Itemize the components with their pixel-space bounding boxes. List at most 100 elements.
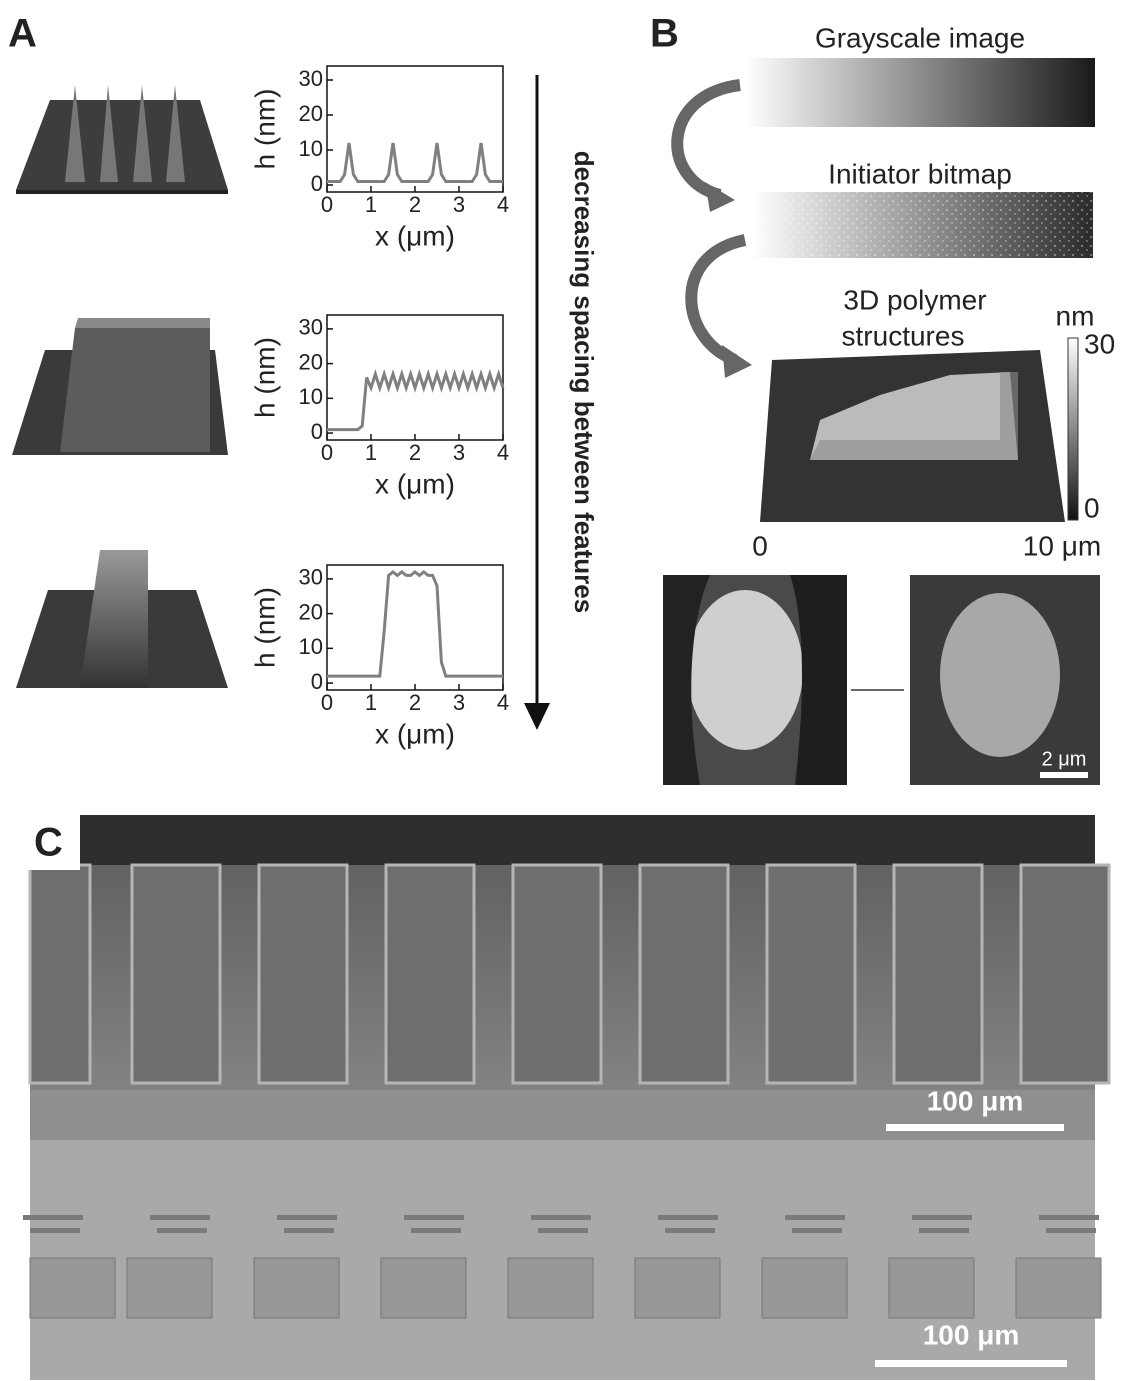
pillar — [132, 865, 220, 1083]
colorbar-unit: nm — [1056, 300, 1095, 331]
x-tick-label: 1 — [365, 690, 377, 715]
pattern — [508, 1258, 593, 1318]
pattern — [785, 1215, 845, 1220]
x-tick-label: 2 — [409, 690, 421, 715]
y-tick-label: 20 — [299, 349, 323, 374]
colorbar — [1068, 338, 1078, 520]
step-label: Initiator bitmap — [828, 158, 1012, 189]
pattern — [889, 1258, 974, 1318]
curved-arrow-head — [705, 182, 735, 212]
pattern — [411, 1228, 461, 1233]
polymer-render — [760, 350, 1065, 522]
panel-label: B — [650, 12, 679, 56]
step-label: Grayscale image — [815, 22, 1025, 53]
y-tick-label: 10 — [299, 634, 323, 659]
scale-bar-label: 100 μm — [927, 1085, 1024, 1116]
afm-render-3 — [16, 550, 228, 688]
y-tick-label: 20 — [299, 599, 323, 624]
structure-label: 3D polymer — [843, 284, 986, 315]
profile-line — [327, 572, 503, 676]
x-tick-label: 2 — [409, 192, 421, 217]
pattern — [1016, 1258, 1101, 1318]
x-tick-label: 3 — [453, 440, 465, 465]
curved-arrow-head — [722, 345, 752, 378]
axis-label: 0 — [752, 530, 768, 561]
plot-frame — [327, 565, 503, 690]
profile-line — [327, 143, 503, 182]
y-tick-label: 30 — [299, 565, 323, 590]
mona-lisa — [663, 575, 847, 785]
pillar — [640, 865, 728, 1083]
axis-label: 10 μm — [1023, 530, 1101, 561]
x-tick-label: 3 — [453, 690, 465, 715]
afm-render-2 — [12, 318, 228, 455]
y-tick-label: 10 — [299, 384, 323, 409]
grayscale-image — [745, 58, 1095, 127]
micrograph-edge — [30, 815, 1095, 865]
y-axis-title: h (nm) — [249, 587, 280, 668]
colorbar-label: 0 — [1084, 492, 1100, 523]
scale-bar — [875, 1360, 1067, 1367]
x-tick-label: 4 — [497, 192, 509, 217]
plot-frame — [327, 315, 503, 440]
pattern — [792, 1228, 842, 1233]
scale-bar-label: 100 μm — [923, 1319, 1020, 1350]
pattern — [919, 1228, 969, 1233]
y-tick-label: 0 — [311, 419, 323, 444]
pattern — [762, 1258, 847, 1318]
pattern — [157, 1228, 207, 1233]
x-axis-title: x (μm) — [375, 718, 455, 749]
y-tick-label: 0 — [311, 171, 323, 196]
x-tick-label: 1 — [365, 192, 377, 217]
panel-label: A — [8, 12, 37, 56]
pillar — [513, 865, 601, 1083]
y-tick-label: 0 — [311, 669, 323, 694]
bitmap-dots — [752, 192, 1093, 258]
pillar — [767, 865, 855, 1083]
x-tick-label: 4 — [497, 690, 509, 715]
y-axis-title: h (nm) — [249, 337, 280, 418]
pattern — [150, 1215, 210, 1220]
pattern — [381, 1258, 466, 1318]
colorbar-label: 30 — [1084, 328, 1115, 359]
panel-label: C — [34, 821, 63, 865]
x-tick-label: 1 — [365, 440, 377, 465]
pattern — [23, 1215, 83, 1220]
pattern — [531, 1215, 591, 1220]
profile-line — [327, 374, 503, 430]
pattern — [404, 1215, 464, 1220]
y-tick-label: 10 — [299, 136, 323, 161]
arrow-label: decreasing spacing between features — [569, 151, 599, 613]
pattern — [254, 1258, 339, 1318]
y-tick-label: 20 — [299, 101, 323, 126]
pattern — [127, 1258, 212, 1318]
pattern — [658, 1215, 718, 1220]
pillar — [1021, 865, 1109, 1083]
afm-render-1 — [16, 85, 228, 194]
figure: A B decreasing spacing between features … — [0, 0, 1126, 1381]
scale-bar-label: 2 μm — [1042, 748, 1087, 770]
x-tick-label: 3 — [453, 192, 465, 217]
pattern — [1039, 1215, 1099, 1220]
pattern — [538, 1228, 588, 1233]
y-tick-label: 30 — [299, 315, 323, 340]
pattern — [277, 1215, 337, 1220]
pillar — [386, 865, 474, 1083]
curved-arrow — [677, 85, 740, 195]
x-axis-title: x (μm) — [375, 220, 455, 251]
pattern — [912, 1215, 972, 1220]
pattern — [284, 1228, 334, 1233]
curved-arrow — [691, 240, 745, 360]
pillar — [259, 865, 347, 1083]
structure-label: structures — [842, 320, 965, 351]
pattern — [1046, 1228, 1096, 1233]
pattern — [30, 1228, 80, 1233]
y-tick-label: 30 — [299, 66, 323, 91]
arrow-head — [524, 703, 550, 730]
pillar — [30, 865, 90, 1083]
x-tick-label: 2 — [409, 440, 421, 465]
scale-bar — [886, 1124, 1064, 1131]
pattern — [635, 1258, 720, 1318]
pillar — [894, 865, 982, 1083]
pattern — [30, 1258, 115, 1318]
